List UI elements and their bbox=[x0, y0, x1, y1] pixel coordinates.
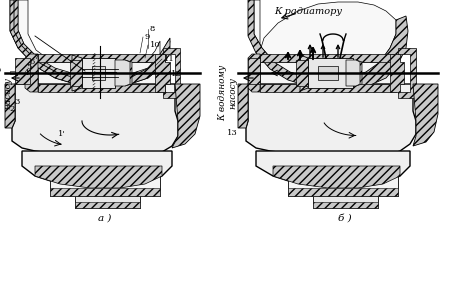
Polygon shape bbox=[18, 0, 160, 76]
Text: 5: 5 bbox=[27, 63, 32, 71]
Polygon shape bbox=[88, 62, 110, 84]
Text: 4: 4 bbox=[24, 69, 29, 77]
Polygon shape bbox=[115, 60, 130, 86]
Polygon shape bbox=[254, 0, 396, 79]
Polygon shape bbox=[260, 84, 396, 92]
Polygon shape bbox=[50, 176, 160, 196]
Polygon shape bbox=[288, 188, 398, 196]
Polygon shape bbox=[356, 60, 362, 86]
Polygon shape bbox=[75, 202, 140, 208]
Polygon shape bbox=[92, 66, 105, 80]
Polygon shape bbox=[260, 54, 396, 62]
Text: 13: 13 bbox=[227, 129, 237, 137]
Polygon shape bbox=[413, 84, 438, 146]
Polygon shape bbox=[72, 55, 82, 91]
Polygon shape bbox=[313, 196, 378, 208]
Polygon shape bbox=[75, 196, 140, 208]
Text: 2: 2 bbox=[10, 105, 15, 113]
Polygon shape bbox=[25, 54, 38, 92]
Text: К водяному
насосу: К водяному насосу bbox=[0, 65, 13, 121]
Polygon shape bbox=[125, 60, 132, 86]
Text: 7: 7 bbox=[34, 53, 39, 61]
Polygon shape bbox=[248, 0, 408, 89]
Polygon shape bbox=[248, 54, 260, 92]
Polygon shape bbox=[246, 84, 416, 159]
Polygon shape bbox=[346, 60, 360, 86]
Polygon shape bbox=[390, 54, 404, 92]
Polygon shape bbox=[398, 48, 416, 98]
Polygon shape bbox=[12, 84, 178, 159]
Text: 6: 6 bbox=[30, 58, 35, 66]
Text: 10: 10 bbox=[150, 41, 161, 49]
Text: 9: 9 bbox=[145, 33, 150, 41]
Polygon shape bbox=[238, 84, 248, 128]
Text: 1': 1' bbox=[58, 130, 66, 138]
Polygon shape bbox=[10, 71, 25, 74]
Text: К радиатору: К радиатору bbox=[274, 6, 342, 16]
Polygon shape bbox=[308, 58, 353, 88]
Text: а ): а ) bbox=[98, 214, 112, 222]
Polygon shape bbox=[15, 58, 30, 84]
Polygon shape bbox=[314, 62, 346, 84]
Text: К водяному
насосу: К водяному насосу bbox=[219, 65, 237, 121]
Polygon shape bbox=[5, 84, 15, 128]
Polygon shape bbox=[82, 58, 115, 88]
Polygon shape bbox=[38, 54, 165, 62]
Text: б ): б ) bbox=[338, 214, 352, 222]
Polygon shape bbox=[172, 84, 200, 148]
Polygon shape bbox=[10, 0, 170, 86]
Text: 11: 11 bbox=[164, 55, 175, 63]
Polygon shape bbox=[296, 60, 308, 86]
Polygon shape bbox=[300, 55, 308, 91]
Polygon shape bbox=[248, 58, 260, 84]
Polygon shape bbox=[318, 66, 338, 80]
Polygon shape bbox=[273, 166, 400, 188]
Polygon shape bbox=[256, 151, 410, 188]
Polygon shape bbox=[10, 0, 170, 86]
Polygon shape bbox=[313, 202, 378, 208]
Text: 3: 3 bbox=[15, 98, 20, 106]
Bar bbox=[260, 62, 396, 84]
Polygon shape bbox=[35, 166, 162, 188]
Text: 12: 12 bbox=[171, 70, 182, 78]
Polygon shape bbox=[70, 60, 82, 86]
Polygon shape bbox=[155, 54, 170, 92]
Bar bbox=[38, 62, 165, 84]
Polygon shape bbox=[22, 151, 172, 188]
Text: 8: 8 bbox=[150, 25, 155, 33]
Polygon shape bbox=[288, 176, 398, 196]
Polygon shape bbox=[38, 84, 165, 92]
Polygon shape bbox=[50, 188, 160, 196]
Polygon shape bbox=[163, 48, 180, 98]
